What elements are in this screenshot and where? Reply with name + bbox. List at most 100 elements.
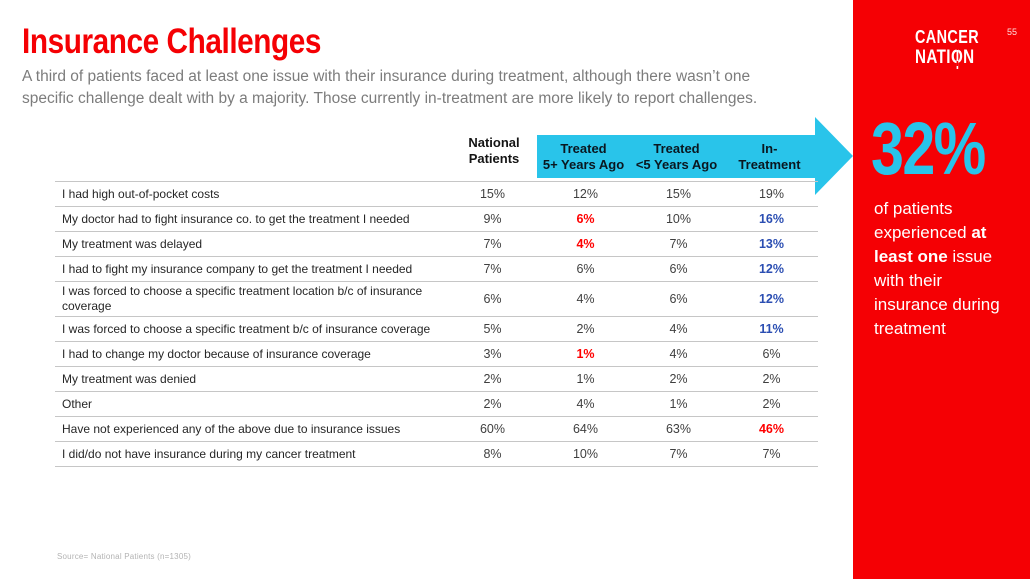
row-label: Have not experienced any of the above du… bbox=[62, 421, 401, 436]
treatment-timeline-arrow: Treated 5+ Years Ago Treated <5 Years Ag… bbox=[537, 135, 816, 178]
table-row: I had to fight my insurance company to g… bbox=[55, 257, 818, 282]
cell-treated-less5: 7% bbox=[669, 237, 688, 251]
logo-line-cancer: CANCER bbox=[915, 27, 980, 47]
table-row: I was forced to choose a specific treatm… bbox=[55, 282, 818, 317]
subtitle: A third of patients faced at least one i… bbox=[22, 66, 757, 110]
column-header-line1: National bbox=[468, 135, 520, 150]
row-label: Other bbox=[62, 396, 93, 411]
cell-national: 2% bbox=[483, 372, 502, 386]
table-row: I did/do not have insurance during my ca… bbox=[55, 442, 818, 467]
column-header-line2: Treatment bbox=[738, 156, 801, 172]
row-label: My treatment was denied bbox=[62, 371, 197, 386]
cell-national: 6% bbox=[483, 292, 502, 306]
cell-treated-5plus: 4% bbox=[576, 397, 595, 411]
cell-treated-less5: 4% bbox=[669, 347, 688, 361]
table-row: My doctor had to fight insurance co. to … bbox=[55, 207, 818, 232]
cell-national: 8% bbox=[483, 447, 502, 461]
cell-treated-5plus: 4% bbox=[576, 237, 595, 251]
page-number: 55 bbox=[1006, 27, 1017, 37]
subtitle-line1: A third of patients faced at least one i… bbox=[22, 68, 751, 85]
cell-treated-less5: 6% bbox=[669, 292, 688, 306]
stat-description: of patients experienced at least one iss… bbox=[874, 197, 1020, 341]
cell-treated-less5: 1% bbox=[669, 397, 688, 411]
cell-treated-5plus: 1% bbox=[576, 347, 595, 361]
cell-in-treatment: 2% bbox=[762, 397, 781, 411]
cell-treated-5plus: 12% bbox=[572, 187, 599, 201]
column-header-national-patients: National Patients bbox=[447, 135, 541, 167]
ribbon-o-icon: O bbox=[950, 47, 964, 68]
cell-national: 5% bbox=[483, 322, 502, 336]
cell-treated-less5: 4% bbox=[669, 322, 688, 336]
cell-in-treatment: 13% bbox=[758, 237, 785, 251]
column-header-line2: <5 Years Ago bbox=[635, 156, 718, 172]
table-row: Other 2% 4% 1% 2% bbox=[55, 392, 818, 417]
row-label: I had to fight my insurance company to g… bbox=[62, 261, 413, 276]
cell-in-treatment: 12% bbox=[758, 262, 785, 276]
cell-treated-less5: 15% bbox=[665, 187, 692, 201]
column-header-line2: 5+ Years Ago bbox=[542, 156, 625, 172]
cell-in-treatment: 16% bbox=[758, 212, 785, 226]
cell-treated-5plus: 64% bbox=[572, 422, 599, 436]
cell-in-treatment: 7% bbox=[762, 447, 781, 461]
cell-in-treatment: 6% bbox=[762, 347, 781, 361]
row-label: I had high out-of-pocket costs bbox=[62, 186, 220, 201]
row-label: I did/do not have insurance during my ca… bbox=[62, 446, 356, 461]
subtitle-line2: specific challenge dealt with by a major… bbox=[22, 90, 758, 107]
stat-text-end: issue with their insurance during treatm… bbox=[874, 247, 1000, 338]
row-label: My treatment was delayed bbox=[62, 236, 203, 251]
source-note: Source= National Patients (n=1305) bbox=[57, 552, 191, 561]
cell-treated-less5: 7% bbox=[669, 447, 688, 461]
arrow-head-icon bbox=[815, 117, 853, 195]
cell-national: 7% bbox=[483, 237, 502, 251]
cell-treated-5plus: 6% bbox=[576, 262, 595, 276]
table-row: My treatment was delayed 7% 4% 7% 13% bbox=[55, 232, 818, 257]
column-header-treated-5plus: Treated 5+ Years Ago bbox=[537, 141, 630, 173]
row-label: I had to change my doctor because of ins… bbox=[62, 346, 371, 361]
cell-national: 15% bbox=[479, 187, 506, 201]
insurance-challenges-table: I had high out-of-pocket costs 15% 12% 1… bbox=[55, 181, 818, 467]
cell-in-treatment: 12% bbox=[758, 292, 785, 306]
stat-text-start: of patients experienced bbox=[874, 199, 972, 242]
cell-treated-5plus: 6% bbox=[576, 212, 595, 226]
cell-in-treatment: 46% bbox=[758, 422, 785, 436]
cell-national: 2% bbox=[483, 397, 502, 411]
row-label: I was forced to choose a specific treatm… bbox=[62, 284, 423, 313]
column-header-treated-less5: Treated <5 Years Ago bbox=[630, 141, 723, 173]
table-row: My treatment was denied 2% 1% 2% 2% bbox=[55, 367, 818, 392]
column-header-line2: Patients bbox=[468, 151, 520, 166]
stat-value: 32% bbox=[871, 107, 986, 190]
cell-national: 60% bbox=[479, 422, 506, 436]
cancer-nation-logo: CANCER NATION bbox=[915, 27, 995, 69]
cell-in-treatment: 11% bbox=[759, 322, 784, 336]
column-header-line1: Treated bbox=[653, 140, 700, 156]
cell-national: 9% bbox=[483, 212, 502, 226]
cell-treated-less5: 2% bbox=[669, 372, 688, 386]
cell-in-treatment: 19% bbox=[758, 187, 785, 201]
cell-in-treatment: 2% bbox=[762, 372, 781, 386]
logo-line-nation: NATION bbox=[915, 47, 979, 69]
table-row: I had high out-of-pocket costs 15% 12% 1… bbox=[55, 182, 818, 207]
sidebar: 55 CANCER NATION 32% of patients experie… bbox=[853, 0, 1030, 579]
logo-nation-part1: NATI bbox=[915, 47, 951, 68]
column-header-line1: In- bbox=[761, 140, 778, 156]
page-title: Insurance Challenges bbox=[22, 22, 322, 61]
column-header-in-treatment: In- Treatment bbox=[723, 141, 816, 173]
cell-national: 7% bbox=[483, 262, 502, 276]
cell-treated-5plus: 4% bbox=[576, 292, 595, 306]
cell-treated-5plus: 10% bbox=[572, 447, 599, 461]
column-header-line1: Treated bbox=[560, 140, 607, 156]
logo-nation-part2: N bbox=[963, 47, 975, 68]
cell-treated-less5: 10% bbox=[665, 212, 692, 226]
table-row: Have not experienced any of the above du… bbox=[55, 417, 818, 442]
stat-text-bold: at least one bbox=[874, 223, 987, 266]
row-label: My doctor had to fight insurance co. to … bbox=[62, 211, 410, 226]
row-label: I was forced to choose a specific treatm… bbox=[62, 321, 431, 336]
cell-national: 3% bbox=[483, 347, 502, 361]
table-row: I was forced to choose a specific treatm… bbox=[55, 317, 818, 342]
cell-treated-5plus: 2% bbox=[576, 322, 595, 336]
cell-treated-5plus: 1% bbox=[576, 372, 595, 386]
cell-treated-less5: 63% bbox=[665, 422, 692, 436]
table-row: I had to change my doctor because of ins… bbox=[55, 342, 818, 367]
cell-treated-less5: 6% bbox=[669, 262, 688, 276]
